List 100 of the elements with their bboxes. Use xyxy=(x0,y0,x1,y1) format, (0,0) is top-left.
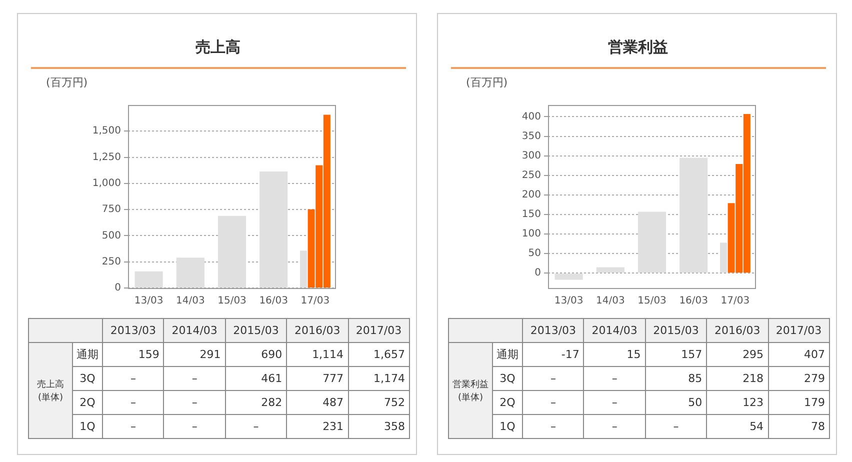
text: – xyxy=(612,396,618,409)
text: 売上高 (単体) xyxy=(28,342,72,438)
y-tick-label: 1,000 xyxy=(92,178,121,190)
text: – xyxy=(550,372,556,385)
y-axis-title: (百万円) xyxy=(466,75,508,90)
category-label: 2015/03 xyxy=(225,318,287,342)
x-tick-label: 14/03 xyxy=(176,296,205,307)
text: 690 xyxy=(261,348,282,361)
bar xyxy=(554,274,583,280)
text: 78 xyxy=(811,420,825,433)
category-label: 2017/03 xyxy=(768,318,830,342)
text: – xyxy=(130,396,136,409)
text: 487 xyxy=(322,396,344,409)
text: 1,114 xyxy=(312,348,344,361)
text: -17 xyxy=(561,348,580,361)
text: – xyxy=(253,420,259,433)
text: 123 xyxy=(742,396,764,409)
category-label: 2Q xyxy=(500,396,516,409)
category-label: 1Q xyxy=(80,420,96,433)
text: 218 xyxy=(742,372,764,385)
text: – xyxy=(550,396,556,409)
text: – xyxy=(192,372,198,385)
text: 461 xyxy=(261,372,282,385)
bar xyxy=(680,158,708,273)
y-tick-label: 400 xyxy=(522,111,541,122)
category-label: 2015/03 xyxy=(645,318,707,342)
chart-title: 営業利益 xyxy=(607,38,669,57)
bar xyxy=(720,242,728,273)
category-label: 3Q xyxy=(80,372,96,385)
x-tick-label: 16/03 xyxy=(259,296,288,307)
category-label: 2016/03 xyxy=(706,318,768,342)
y-tick-label: 250 xyxy=(522,170,541,181)
text: 85 xyxy=(688,372,702,385)
text: – xyxy=(130,420,136,433)
y-tick-label: 100 xyxy=(522,228,541,240)
y-tick-label: 200 xyxy=(522,190,541,201)
y-tick-label: 750 xyxy=(102,204,121,216)
x-tick-label: 13/03 xyxy=(134,296,164,307)
x-tick-label: 17/03 xyxy=(300,296,330,307)
bar xyxy=(134,271,163,288)
text: 1,657 xyxy=(374,348,405,361)
chart-title: 売上高 xyxy=(194,38,242,57)
y-tick-label: 350 xyxy=(522,130,541,142)
category-label: 通期 xyxy=(496,348,518,361)
text: – xyxy=(192,420,198,433)
bar xyxy=(176,258,204,288)
category-label: 2Q xyxy=(80,396,96,409)
bar xyxy=(638,212,666,273)
text: 279 xyxy=(804,372,825,385)
x-tick-label: 15/03 xyxy=(218,296,246,307)
text: 54 xyxy=(750,420,764,433)
text: – xyxy=(612,372,618,385)
text: 179 xyxy=(804,396,825,409)
text: 282 xyxy=(261,396,282,409)
y-axis-title: (百万円) xyxy=(46,75,88,90)
x-tick-label: 17/03 xyxy=(720,296,750,307)
text: 営業利益 (単体) xyxy=(448,342,492,438)
text: 407 xyxy=(804,348,825,361)
text: 15 xyxy=(626,348,641,361)
y-tick-label: 1,500 xyxy=(92,126,121,137)
category-label: 1Q xyxy=(500,420,516,433)
category-label: 2017/03 xyxy=(348,318,410,342)
category-label: 2014/03 xyxy=(164,318,226,342)
category-label: 2013/03 xyxy=(102,318,164,342)
text: – xyxy=(130,372,136,385)
text: 358 xyxy=(384,420,405,433)
text: 777 xyxy=(322,372,344,385)
text: – xyxy=(550,420,556,433)
text: 159 xyxy=(138,348,160,361)
text: – xyxy=(612,420,618,433)
y-tick-label: 500 xyxy=(102,230,121,242)
bar xyxy=(300,250,308,288)
text: 231 xyxy=(322,420,344,433)
text: – xyxy=(192,396,198,409)
category-label: 2013/03 xyxy=(522,318,584,342)
y-tick-label: 1,250 xyxy=(92,152,121,163)
category-label: 2014/03 xyxy=(584,318,646,342)
category-label: 3Q xyxy=(500,372,516,385)
x-tick-label: 14/03 xyxy=(596,296,625,307)
y-tick-label: 150 xyxy=(522,209,541,220)
text: 50 xyxy=(688,396,702,409)
y-tick-label: 50 xyxy=(528,248,541,260)
y-tick-label: 0 xyxy=(534,268,541,279)
text: 295 xyxy=(742,348,764,361)
text: 752 xyxy=(384,396,405,409)
x-tick-label: 13/03 xyxy=(554,296,584,307)
bar xyxy=(218,216,246,288)
text: 1,174 xyxy=(374,372,405,385)
bar xyxy=(596,267,624,273)
category-label: 2016/03 xyxy=(286,318,348,342)
x-tick-label: 16/03 xyxy=(679,296,708,307)
y-tick-label: 250 xyxy=(102,256,121,268)
text: – xyxy=(673,420,679,433)
text: 291 xyxy=(200,348,221,361)
category-label: 通期 xyxy=(76,348,98,361)
y-tick-label: 0 xyxy=(114,282,121,294)
x-tick-label: 15/03 xyxy=(638,296,666,307)
y-tick-label: 300 xyxy=(522,150,541,162)
text: 157 xyxy=(681,348,702,361)
bar xyxy=(260,172,288,288)
